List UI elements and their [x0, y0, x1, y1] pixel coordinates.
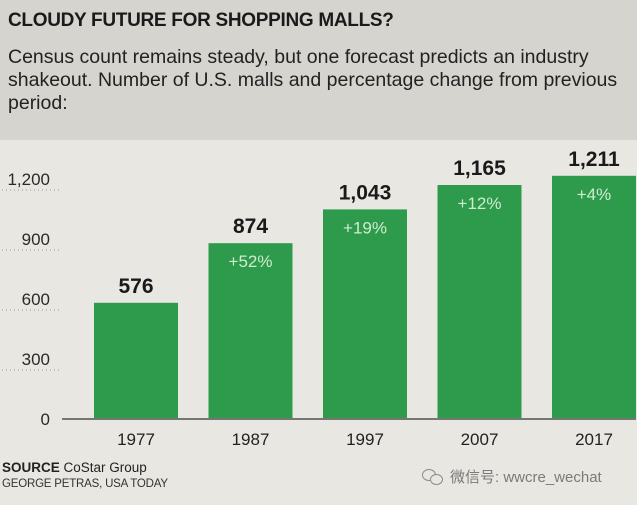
wechat-icon	[422, 468, 444, 486]
watermark: 微信号: wwcre_wechat	[422, 466, 602, 487]
y-tick-label: 900	[22, 230, 50, 249]
bar-value-label: 1,165	[453, 157, 506, 180]
watermark-text: 微信号: wwcre_wechat	[450, 469, 602, 486]
credit-line: GEORGE PETRAS, USA TODAY	[2, 478, 168, 490]
bar-change-label: +12%	[458, 194, 502, 213]
bar-value-label: 576	[118, 275, 153, 298]
x-tick-label: 1997	[346, 430, 384, 449]
y-tick-label: 1,200	[7, 170, 50, 189]
x-tick-label: 1987	[232, 430, 270, 449]
x-tick-label: 1977	[117, 430, 155, 449]
bar	[552, 175, 636, 418]
source-line: SOURCE CoStar Group	[2, 460, 147, 475]
bar-change-label: +19%	[343, 218, 387, 237]
x-tick-label: 2007	[461, 430, 499, 449]
x-tick-label: 2017	[575, 430, 613, 449]
bar	[437, 185, 522, 418]
y-tick-label: 600	[22, 290, 50, 309]
source-label: SOURCE	[2, 460, 60, 475]
bar-value-label: 874	[233, 215, 268, 238]
bar-change-label: +52%	[229, 252, 273, 271]
bar-value-label: 1,211	[568, 148, 620, 171]
chart-subtitle: Census count remains steady, but one for…	[8, 46, 618, 114]
bar-value-label: 1,043	[339, 181, 392, 204]
y-tick-label: 0	[41, 410, 50, 429]
y-tick-label: 300	[22, 350, 50, 369]
bar	[323, 209, 407, 418]
source-value: CoStar Group	[63, 460, 147, 475]
bar	[94, 302, 178, 418]
chart-header: CLOUDY FUTURE FOR SHOPPING MALLS? Census…	[0, 0, 637, 140]
chart-title: CLOUDY FUTURE FOR SHOPPING MALLS?	[8, 10, 394, 31]
bar	[208, 243, 293, 418]
bar-change-label: +4%	[577, 185, 612, 204]
